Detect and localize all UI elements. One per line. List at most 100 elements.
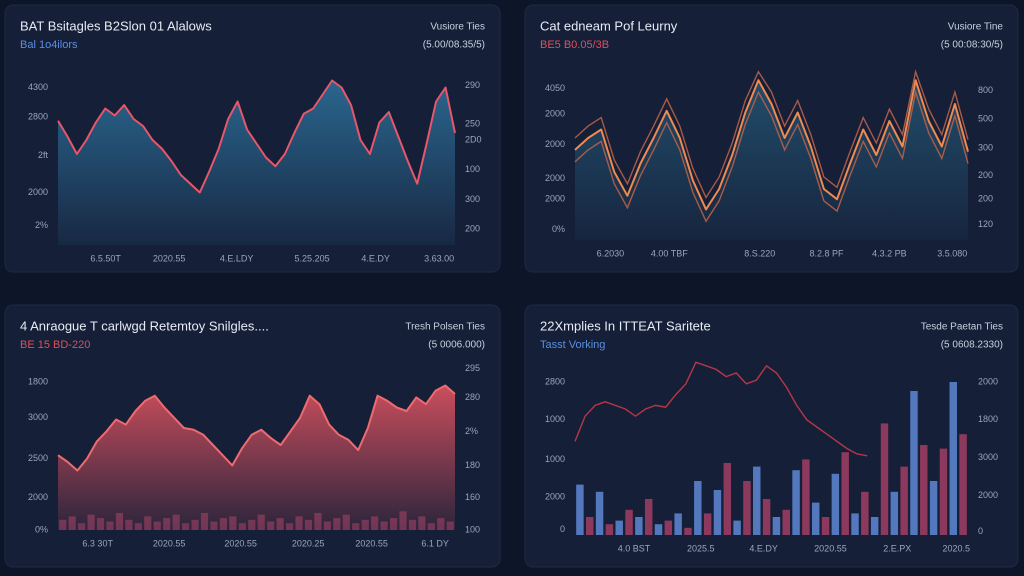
y-tick-label: 2000 — [28, 492, 48, 502]
header-note: Vusiore Ties — [430, 22, 485, 33]
bar — [576, 484, 584, 535]
chart-subtitle: Bal 1o4ilors — [20, 39, 78, 51]
bar — [733, 520, 741, 535]
x-tick-label: 4.0 BST — [618, 543, 651, 553]
x-tick-label: 2020.55 — [355, 538, 388, 548]
x-tick-label: 6.1 DY — [421, 538, 449, 548]
y-tick-label: 2% — [35, 220, 48, 230]
bar — [900, 466, 908, 535]
bar — [625, 509, 633, 535]
y2-tick-label: 180 — [465, 460, 480, 470]
bar — [910, 391, 918, 535]
bar — [713, 490, 722, 535]
x-tick-label: 2020.25 — [292, 538, 325, 548]
bar — [694, 481, 702, 535]
x-tick-label: 3.63.00 — [424, 253, 454, 263]
bar — [811, 502, 820, 535]
y2-tick-label: 280 — [465, 392, 480, 402]
y2-tick-label: 290 — [465, 80, 480, 90]
header-note: Vusiore Tine — [948, 22, 1004, 33]
chart-title: Cat edneam Pof Leurny — [540, 18, 678, 33]
bar — [772, 517, 781, 535]
bar — [841, 452, 849, 535]
bar — [753, 466, 761, 535]
y2-tick-label: 160 — [465, 492, 480, 502]
header-note: (5 0006.000) — [428, 340, 485, 351]
x-tick-label: 8.S.220 — [744, 248, 775, 258]
x-tick-label: 6.3 30T — [82, 538, 113, 548]
x-tick-label: 2025.5 — [687, 543, 715, 553]
y2-tick-label: 300 — [978, 143, 993, 153]
bar — [782, 509, 790, 535]
x-tick-label: 4.3.2 PB — [872, 248, 907, 258]
y2-tick-label: 2000 — [978, 376, 998, 386]
x-tick-label: 2020.5 — [942, 543, 970, 553]
chart-title: BAT Bsitagles B2Slon 01 Alalows — [20, 18, 212, 33]
bar — [644, 499, 653, 535]
chart-subtitle: Tasst Vorking — [540, 339, 605, 351]
header-note: (5 0608.2330) — [941, 340, 1003, 351]
x-tick-label: 8.2.8 PF — [810, 248, 845, 258]
x-tick-label: 2020.55 — [153, 253, 186, 263]
y2-tick-label: 2% — [465, 426, 478, 436]
bar — [851, 513, 859, 535]
y-tick-label: 2000 — [545, 109, 565, 119]
bar — [674, 513, 682, 535]
y-tick-label: 4300 — [28, 82, 48, 92]
area — [575, 80, 968, 240]
line — [574, 79, 969, 211]
chart-title: 22Xmplies In ITTEAT Saritete — [540, 318, 711, 333]
y2-tick-label: 120 — [978, 219, 993, 229]
bar — [949, 382, 957, 535]
x-tick-label: 6.5.50T — [90, 253, 121, 263]
x-tick-label: 2020.55 — [153, 538, 186, 548]
y2-tick-label: 300 — [465, 194, 480, 204]
bar — [959, 434, 967, 535]
bar — [703, 513, 712, 535]
header-note: Tresh Polsen Ties — [405, 322, 485, 333]
y-tick-label: 2800 — [545, 376, 565, 386]
y2-tick-label: 100 — [465, 524, 480, 534]
bar — [684, 527, 692, 535]
y2-tick-label: 2D0 — [465, 134, 482, 144]
y-tick-label: 2000 — [545, 139, 565, 149]
y-tick-label: 2500 — [28, 453, 48, 463]
y-tick-label: 2000 — [28, 187, 48, 197]
y2-tick-label: 1800 — [978, 414, 998, 424]
y2-tick-label: 3000 — [978, 452, 998, 462]
x-tick-label: 5.25.205 — [295, 253, 330, 263]
x-tick-label: 2.E.PX — [883, 543, 911, 553]
x-tick-label: 4.E.DY — [749, 543, 778, 553]
y2-tick-label: 100 — [465, 164, 480, 174]
y-tick-label: 2000 — [545, 492, 565, 502]
bar — [929, 481, 938, 535]
y-tick-label: 2000 — [545, 173, 565, 183]
header-note: (5 00:08:30/5) — [941, 40, 1003, 51]
area — [58, 80, 455, 245]
bar — [635, 517, 643, 535]
y-tick-label: 1800 — [28, 376, 48, 386]
x-tick-label: 2020.55 — [814, 543, 847, 553]
y-tick-label: 0% — [35, 524, 48, 534]
y-tick-label: 0 — [560, 524, 565, 534]
area — [58, 385, 455, 530]
line — [57, 384, 456, 472]
x-tick-label: 6.2030 — [597, 248, 625, 258]
bar — [664, 520, 673, 535]
y2-tick-label: 295 — [465, 363, 480, 373]
y2-tick-label: 200 — [978, 170, 993, 180]
y-tick-label: 1000 — [545, 414, 565, 424]
bar — [821, 517, 830, 535]
y2-tick-label: 250 — [465, 119, 480, 129]
y-tick-label: 3000 — [28, 412, 48, 422]
line — [574, 361, 868, 457]
header-note: (5.00/08.35/5) — [423, 40, 485, 51]
bar — [654, 524, 663, 535]
bar — [831, 473, 840, 535]
bar — [802, 459, 810, 535]
bar — [615, 520, 623, 535]
y2-tick-label: 800 — [978, 85, 993, 95]
bar — [870, 517, 879, 535]
x-tick-label: 4.E.LDY — [220, 253, 254, 263]
